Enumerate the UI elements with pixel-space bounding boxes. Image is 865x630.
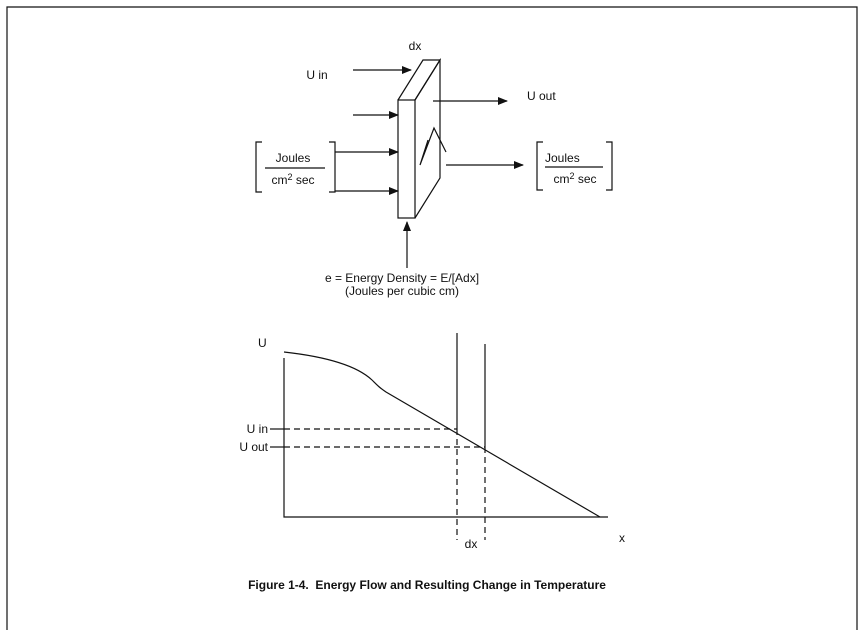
- u-in-label: U in: [306, 68, 327, 82]
- caption: Figure 1-4. Energy Flow and Resulting Ch…: [248, 578, 606, 592]
- energy-density: e = Energy Density = E/[Adx]: [325, 271, 479, 285]
- y-axis-label: U: [258, 336, 267, 350]
- u-out-level: U out: [239, 440, 268, 454]
- frame: [6, 6, 858, 630]
- arrows: [335, 66, 524, 268]
- u-out-label: U out: [527, 89, 556, 103]
- bracket: [255, 141, 336, 193]
- units-denominator: cm2 sec: [553, 171, 596, 186]
- energy-density-units: (Joules per cubic cm): [345, 284, 459, 298]
- units-denominator: cm2 sec: [271, 172, 314, 187]
- slab: [397, 57, 447, 219]
- dx-label: dx: [465, 537, 478, 551]
- slab-label: dx: [409, 39, 422, 53]
- graph: [270, 333, 608, 540]
- x-axis-label: x: [619, 531, 625, 545]
- units-numerator: Joules: [545, 151, 580, 165]
- u-in-level: U in: [247, 422, 268, 436]
- units-numerator: Joules: [276, 151, 311, 165]
- bracket: [536, 141, 613, 191]
